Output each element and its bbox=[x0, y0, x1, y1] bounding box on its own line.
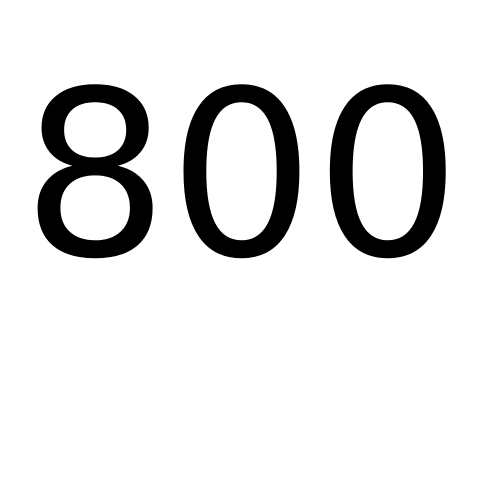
number-display: 800 bbox=[22, 43, 461, 310]
